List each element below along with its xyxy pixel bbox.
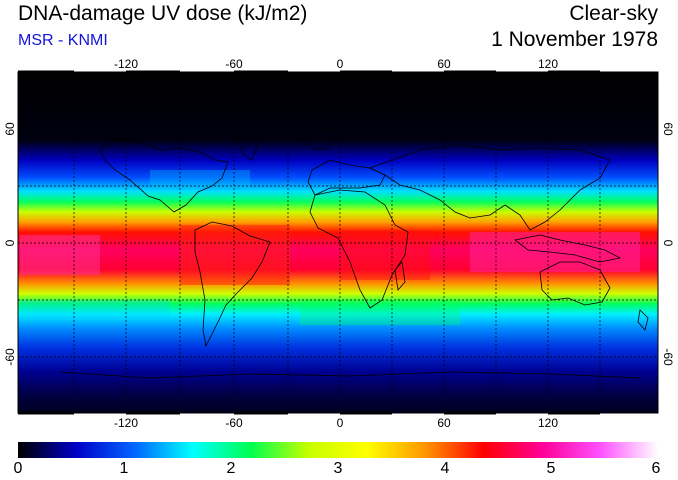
lon-tick-label-bottom: -60 (225, 416, 243, 430)
lon-tick-label-top: 120 (538, 57, 558, 71)
lon-tick-label-bottom: -120 (114, 416, 138, 430)
uv-dose-map: -120 -60 0 60 120 -120 -60 0 60 120 60 0… (3, 57, 675, 430)
coastlines (59, 127, 649, 379)
lat-labels-left: 60 0 -60 (3, 122, 17, 366)
frame-ticks (18, 70, 600, 415)
credit-label: MSR - KNMI (18, 32, 108, 49)
lon-tick-label-bottom: 60 (437, 416, 451, 430)
lon-labels-top: -120 -60 0 60 120 (114, 57, 558, 71)
lon-tick-label-bottom: 0 (337, 416, 344, 430)
colorbar (18, 442, 658, 458)
lat-tick-label-left: -60 (3, 348, 17, 366)
plot-area (18, 72, 658, 413)
lon-tick-label-top: 0 (337, 57, 344, 71)
lon-tick-label-top: -60 (225, 57, 243, 71)
colorbar-label: 2 (226, 460, 236, 477)
map-frame (17, 71, 659, 414)
colorbar-label: 5 (546, 460, 556, 477)
lat-tick-label-right: -60 (661, 348, 675, 366)
lon-tick-label-top: 60 (437, 57, 451, 71)
colorbar-label: 0 (13, 460, 23, 477)
lat-tick-label-right: 0 (661, 240, 675, 247)
colorbar-label: 4 (440, 460, 450, 477)
lon-tick-label-top: -120 (114, 57, 138, 71)
map-title: DNA-damage UV dose (kJ/m2) (18, 2, 308, 25)
colorbar-label: 3 (333, 460, 343, 477)
colorbar-label: 1 (119, 460, 129, 477)
date-label: 1 November 1978 (491, 28, 658, 51)
sky-condition-label: Clear-sky (569, 2, 658, 25)
graticule (18, 72, 658, 413)
lat-tick-label-left: 0 (3, 239, 17, 246)
lon-labels-bottom: -120 -60 0 60 120 (114, 416, 558, 430)
lat-labels-right: 60 0 -60 (661, 122, 675, 366)
lat-tick-label-left: 60 (3, 122, 17, 136)
colorbar-label: 6 (651, 460, 661, 477)
lat-tick-label-right: 60 (661, 122, 675, 136)
lon-tick-label-bottom: 120 (538, 416, 558, 430)
